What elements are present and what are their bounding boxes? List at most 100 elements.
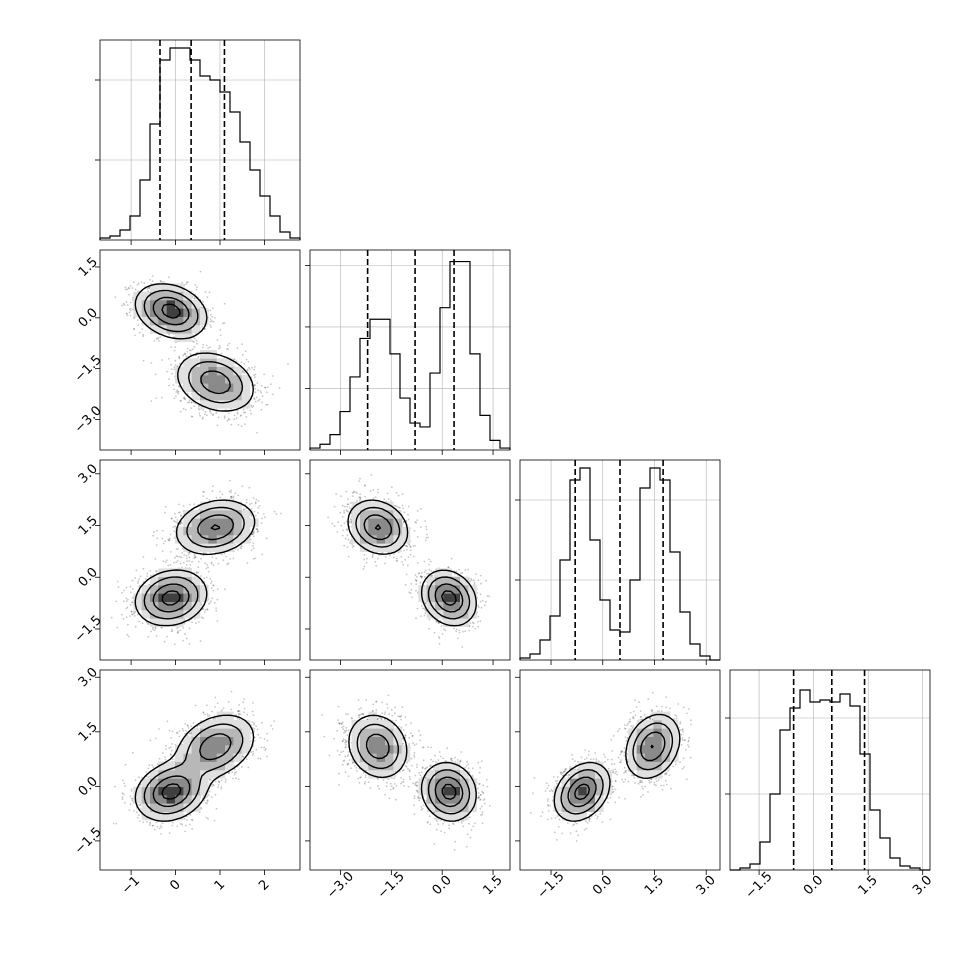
density-cell: [158, 291, 167, 301]
scatter-point: [175, 395, 177, 398]
scatter-point: [199, 640, 202, 642]
scatter-point: [212, 584, 215, 586]
scatter-point: [246, 368, 249, 371]
scatter-point: [131, 596, 134, 599]
scatter-point: [189, 564, 192, 566]
scatter-point: [256, 382, 259, 384]
scatter-point: [259, 390, 262, 392]
scatter-point: [200, 603, 203, 606]
scatter-point: [137, 324, 140, 327]
scatter-point: [146, 575, 149, 578]
density-cell: [191, 358, 201, 367]
scatter-point: [125, 597, 128, 600]
scatter-point: [194, 556, 197, 558]
scatter-point: [252, 497, 255, 499]
pair-plot-area: [100, 270, 289, 434]
scatter-point: [130, 610, 133, 613]
scatter-point: [182, 505, 185, 507]
scatter-point: [176, 632, 179, 634]
scatter-point: [134, 577, 137, 579]
scatter-point: [140, 281, 143, 283]
scatter-point: [230, 423, 233, 426]
scatter-point: [278, 387, 281, 389]
scatter-point: [210, 412, 213, 415]
scatter-point: [168, 276, 170, 279]
scatter-point: [173, 561, 176, 564]
density-cell: [216, 400, 226, 409]
scatter-point: [167, 564, 170, 567]
density-cell: [175, 283, 184, 292]
scatter-point: [232, 496, 234, 499]
scatter-point: [129, 315, 132, 317]
density-cell: [175, 300, 184, 309]
scatter-point: [184, 398, 187, 401]
scatter-point: [201, 325, 204, 328]
scatter-point: [159, 279, 162, 282]
scatter-point: [200, 557, 202, 560]
scatter-point: [215, 557, 218, 560]
scatter-point: [252, 542, 255, 544]
scatter-point: [272, 375, 274, 377]
scatter-point: [230, 496, 232, 498]
scatter-point: [250, 412, 253, 415]
scatter-point: [209, 313, 212, 316]
scatter-point: [258, 504, 261, 507]
density-cell: [133, 300, 142, 309]
scatter-point: [183, 397, 185, 400]
scatter-point: [142, 556, 145, 558]
scatter-point: [233, 418, 236, 421]
scatter-point: [126, 633, 129, 636]
panel-frame: [99, 39, 301, 241]
scatter-point: [155, 570, 157, 573]
scatter-point: [252, 547, 255, 550]
scatter-point: [230, 496, 232, 498]
scatter-point: [176, 519, 179, 521]
scatter-point: [177, 630, 179, 633]
scatter-point: [168, 333, 171, 336]
scatter-point: [225, 555, 228, 558]
density-cell: [141, 300, 151, 309]
scatter-point: [221, 493, 224, 496]
scatter-point: [252, 558, 255, 560]
scatter-point: [168, 537, 171, 540]
density-cell: [233, 375, 242, 384]
scatter-point: [191, 334, 194, 337]
density-cell: [216, 391, 226, 401]
density-cell: [200, 391, 209, 401]
density-cell: [225, 400, 234, 409]
scatter-point: [252, 531, 255, 534]
scatter-point: [203, 611, 206, 613]
scatter-point: [227, 412, 230, 415]
density-cell: [200, 308, 209, 317]
scatter-point: [151, 275, 154, 277]
x-tick-label: 1.5: [856, 873, 881, 898]
scatter-point: [226, 419, 229, 422]
density-cell: [216, 366, 226, 376]
scatter-point: [196, 342, 198, 345]
scatter-point: [149, 278, 152, 281]
scatter-point: [236, 411, 239, 414]
scatter-point: [184, 408, 187, 411]
scatter-point: [170, 628, 173, 631]
scatter-point: [176, 560, 179, 562]
scatter-point: [186, 281, 189, 283]
scatter-point: [212, 320, 215, 323]
density-cell: [175, 618, 184, 627]
scatter-point: [250, 549, 253, 552]
scatter-point: [133, 328, 135, 331]
scatter-point: [260, 391, 263, 394]
density-cell: [183, 308, 192, 317]
scatter-point: [138, 578, 141, 580]
scatter-point: [232, 557, 235, 560]
scatter-point: [188, 503, 191, 506]
scatter-point: [255, 396, 258, 399]
density-cell: [191, 375, 201, 384]
scatter-point: [146, 572, 149, 575]
scatter-point: [232, 495, 235, 498]
scatter-point: [252, 535, 255, 538]
scatter-point: [202, 346, 204, 349]
density-cell: [200, 350, 209, 359]
scatter-point: [201, 608, 204, 611]
scatter-point: [176, 627, 179, 629]
